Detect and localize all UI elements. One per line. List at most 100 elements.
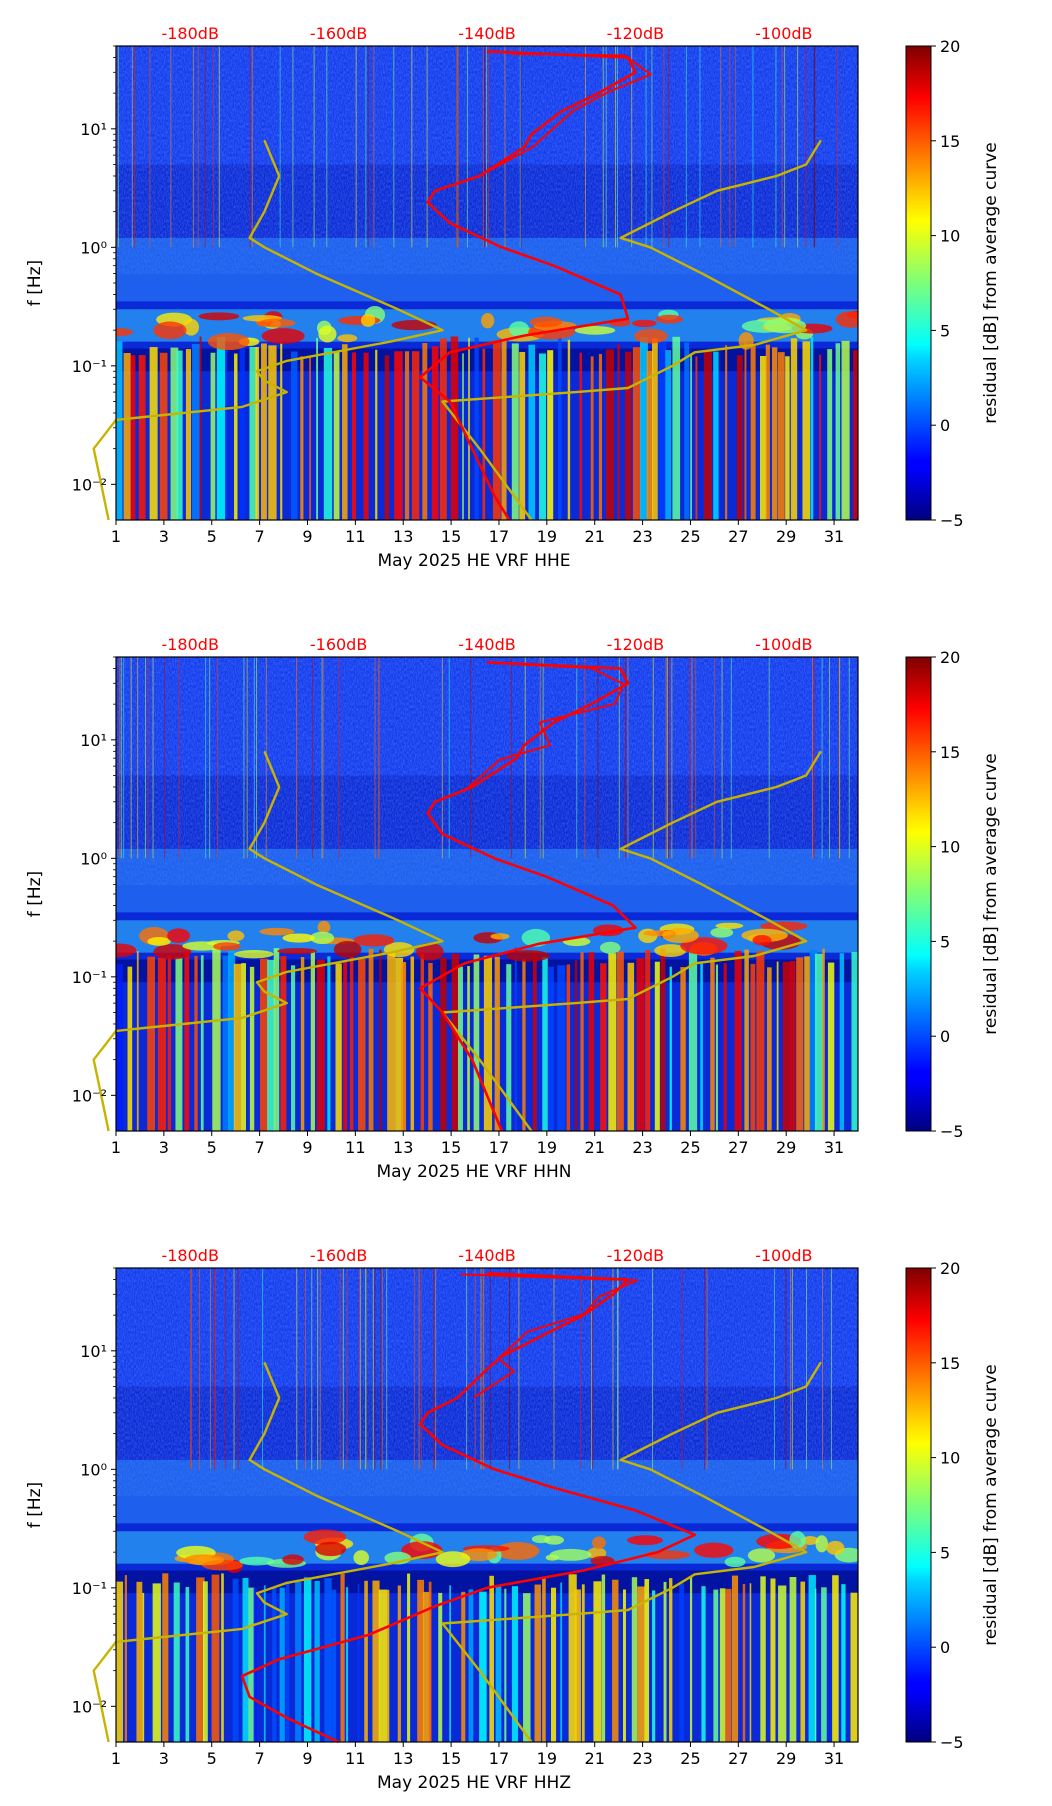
streak [255,347,260,520]
streak [147,956,156,1131]
streak [199,336,202,520]
hf-line [134,46,136,248]
streak [267,959,275,1131]
streak [506,964,512,1131]
blob [763,317,807,334]
blob [198,312,240,321]
streak [123,352,131,520]
streak [532,952,537,1131]
streak [428,1581,432,1742]
hf-line [813,46,815,248]
hf-line [359,1268,361,1470]
y-axis-label: f [Hz] [25,871,45,917]
streak [170,347,179,520]
x-tick-label: 27 [728,1749,748,1768]
top-db-label: -160dB [310,635,367,654]
streak [523,1593,531,1742]
x-tick-label: 5 [207,1749,217,1768]
streak [631,1577,638,1742]
hf-line [539,657,541,859]
hf-line [584,657,586,859]
hf-line [441,657,443,859]
hf-line [256,657,258,859]
hf-line [489,1268,491,1470]
blob [258,318,296,328]
colorbar-tick-label: 15 [940,743,960,762]
blob [654,944,687,958]
blob [505,950,550,962]
streak [357,1583,360,1742]
hf-line [704,1268,706,1470]
hf-line [123,657,125,859]
streak [335,963,342,1131]
colorbar-tick-label: −5 [940,1733,964,1752]
streak [379,949,382,1131]
colorbar-tick-label: 0 [940,416,950,435]
hf-line [487,46,489,248]
hf-line [304,1268,306,1470]
streak [242,1578,249,1742]
streak [742,1584,746,1742]
x-tick-label: 25 [680,1749,700,1768]
colorbar-tick-label: 5 [940,1543,950,1562]
streak [645,950,651,1131]
streak [658,341,667,520]
blob [587,1547,607,1559]
hf-line [237,1268,239,1470]
streak [349,956,354,1131]
streak [272,1587,277,1742]
hf-line [667,657,669,859]
hf-line [612,1268,614,1470]
hf-line [374,1268,376,1470]
x-tick-label: 1 [111,1138,121,1157]
streak [233,963,242,1131]
streak [157,957,166,1131]
streak [580,952,584,1131]
noise-model-low [92,1361,444,1743]
streak [605,349,615,520]
streak [428,962,433,1131]
streak [175,957,183,1131]
hf-line [292,46,294,248]
streak [731,1575,739,1742]
x-axis-label: May 2025 HE VRF HHN [376,1162,571,1182]
hf-line [482,1268,484,1470]
blob [318,325,337,343]
streak [574,1589,581,1742]
streak [579,352,583,520]
x-tick-label: 15 [441,1138,461,1157]
hf-line [355,46,357,248]
hf-line [131,46,133,248]
streak [239,340,245,520]
streak [810,336,814,520]
streak [567,339,571,520]
streak [203,1581,208,1742]
streak [194,955,198,1131]
spectrogram-hhz [116,1268,858,1742]
streak [850,1592,858,1742]
hf-line [448,657,450,859]
band-mid [116,237,858,302]
x-tick-label: 5 [207,527,217,546]
streak [652,1590,656,1742]
streak [461,1591,466,1742]
streak [291,351,298,520]
spectrogram-hhe [116,46,858,520]
x-tick-label: 9 [302,527,312,546]
hf-line [145,657,147,859]
x-tick-label: 19 [537,1138,557,1157]
streak [196,1577,205,1742]
hf-line [605,46,607,248]
hf-line [663,46,665,248]
streak [184,951,190,1131]
colorbar-tick-label: 15 [940,1354,960,1373]
streak [822,948,825,1131]
x-tick-label: 21 [585,527,605,546]
hf-line [225,1268,227,1470]
streak [725,345,728,520]
hf-line [773,1268,775,1470]
colorbar-tick-label: 5 [940,932,950,951]
hf-line [192,46,194,248]
streak [310,951,315,1131]
streak [159,352,168,520]
